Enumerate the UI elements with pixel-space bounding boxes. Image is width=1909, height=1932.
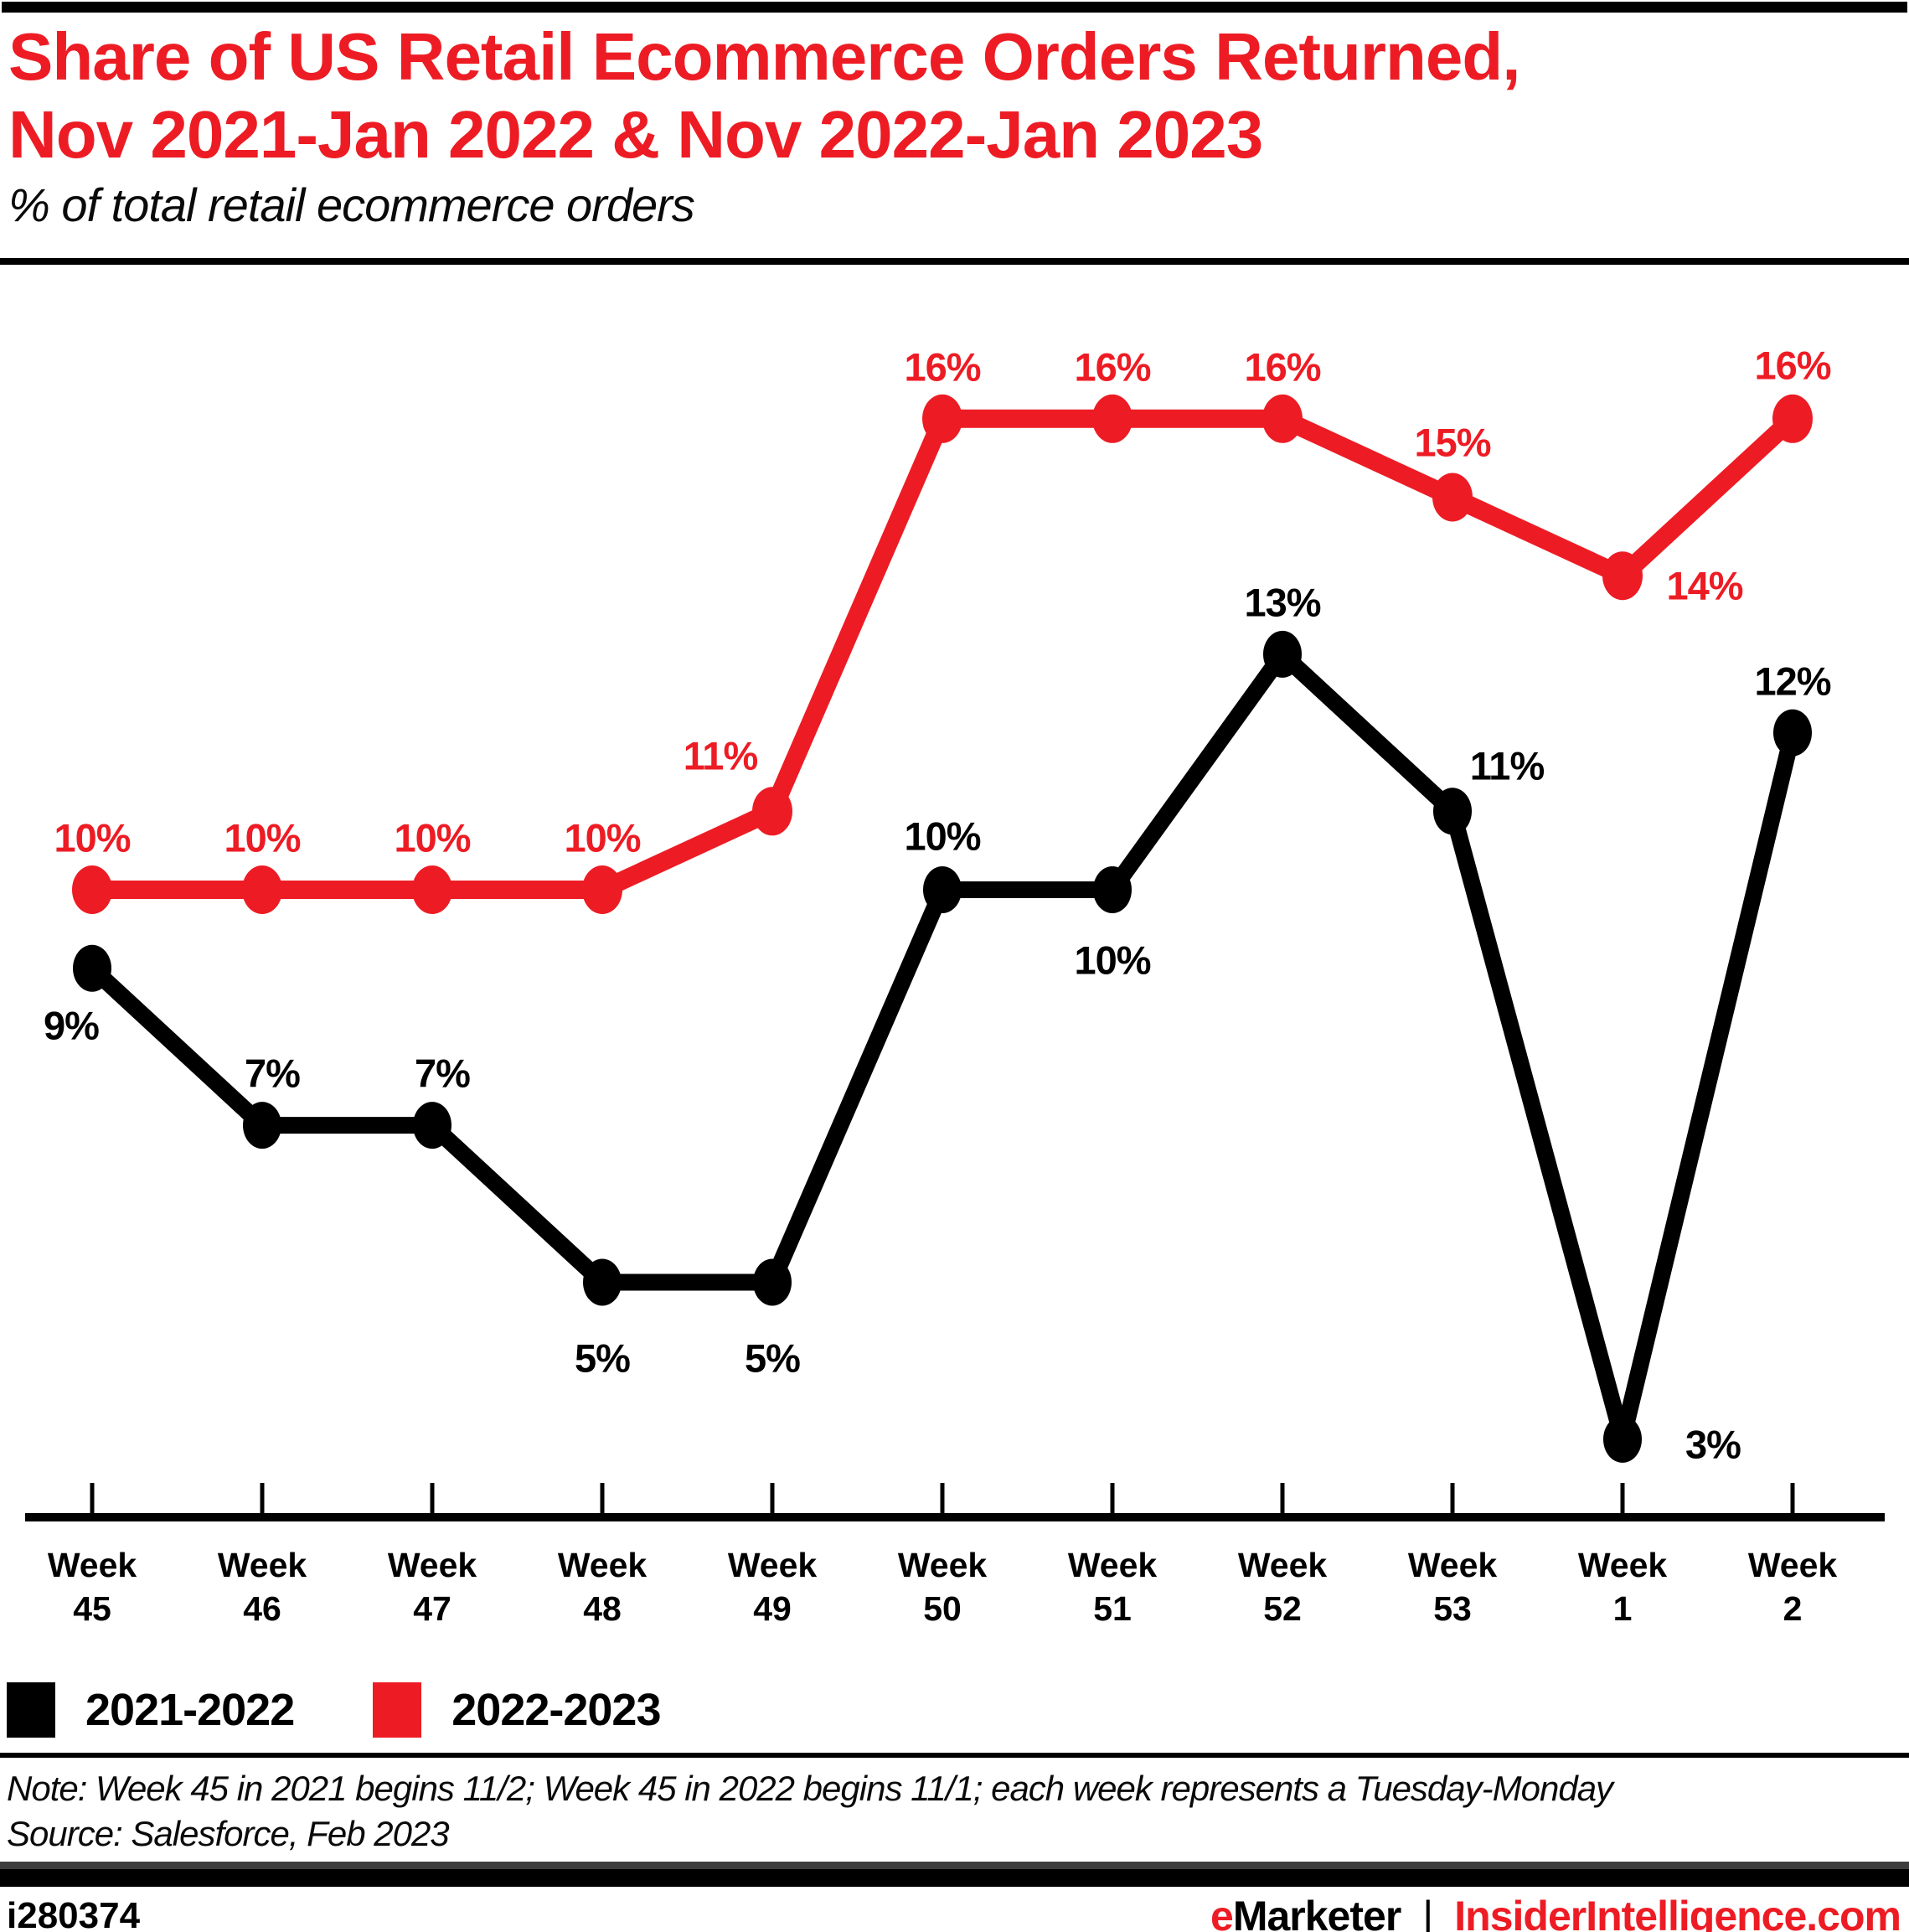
chart-title: Share of US Retail Ecommerce Orders Retu… [8,18,1851,174]
x-axis-label: Week 45 [47,1546,137,1628]
footnote-source-line: Source: Salesforce, Feb 2023 [7,1814,450,1853]
x-axis-label: Week 2 [1747,1546,1838,1628]
x-axis-tick [1280,1483,1285,1513]
x-axis-label: Week 51 [1067,1546,1158,1628]
legend-swatch-red [373,1682,422,1738]
data-label-2022-2023: 14% [1666,563,1743,608]
legend-swatch-black [7,1682,55,1738]
data-label-2021-2022: 9% [44,1003,100,1048]
x-axis-label: Week 53 [1407,1546,1498,1628]
x-axis-tick [260,1483,265,1513]
data-label-2022-2023: 10% [54,815,131,860]
data-point-2021-2022 [413,1102,451,1149]
chart-title-line2: Nov 2021-Jan 2022 & Nov 2022-Jan 2023 [8,96,1263,172]
data-point-2021-2022 [1433,788,1472,835]
data-label-2021-2022: 12% [1754,659,1831,704]
data-point-2022-2023 [1772,394,1813,443]
data-point-2021-2022 [243,1102,281,1149]
data-label-2022-2023: 10% [394,815,471,860]
legend-label-2022-2023: 2022-2023 [451,1685,661,1735]
x-axis-tick [1110,1483,1115,1513]
chart-legend: 2021-2022 2022-2023 [7,1682,715,1738]
legend-label-2021-2022: 2021-2022 [85,1685,295,1735]
data-label-2022-2023: 15% [1414,420,1491,464]
footnote-divider [0,1753,1909,1758]
data-point-2021-2022 [1093,866,1132,913]
chart-subtitle: % of total retail ecommerce orders [8,178,695,231]
brand-site-link: InsiderIntelligence.com [1454,1893,1901,1932]
data-point-2022-2023 [72,865,112,914]
data-point-2021-2022 [1263,630,1302,678]
top-black-bar [2,2,1907,13]
chart-id: i280374 [7,1895,141,1932]
data-point-2022-2023 [1092,394,1133,443]
data-label-2021-2022: 5% [575,1335,631,1380]
data-label-2022-2023: 16% [1244,344,1321,390]
data-point-2021-2022 [1603,1415,1642,1463]
data-label-2022-2023: 10% [564,815,641,860]
x-axis-label: Week 46 [217,1546,307,1628]
data-label-2022-2023: 16% [1754,343,1831,388]
data-point-2022-2023 [1602,551,1643,601]
data-label-2021-2022: 10% [1074,938,1151,983]
data-label-2022-2023: 16% [1074,344,1151,390]
x-axis-tick [940,1483,945,1513]
data-point-2021-2022 [1773,709,1812,757]
data-point-2021-2022 [753,1258,792,1306]
brand-emarketer-e: e [1210,1893,1234,1932]
x-axis-tick [1450,1483,1455,1513]
legend-item-2022-2023: 2022-2023 [373,1682,662,1738]
data-point-2022-2023 [412,865,452,914]
x-axis-line [25,1513,1885,1521]
data-point-2022-2023 [1432,473,1473,522]
brand-separator: | [1422,1893,1433,1932]
footnote-note-line: Note: Week 45 in 2021 begins 11/2; Week … [7,1769,1613,1808]
x-axis-tick [600,1483,605,1513]
x-axis-label: Week 1 [1577,1546,1668,1628]
data-label-2021-2022: 13% [1244,580,1321,625]
data-point-2022-2023 [582,865,622,914]
data-point-2022-2023 [242,865,282,914]
data-label-2021-2022: 5% [745,1335,801,1380]
data-label-2021-2022: 3% [1685,1422,1741,1467]
x-axis-label: Week 52 [1237,1546,1328,1628]
x-axis-tick [1620,1483,1625,1513]
data-label-2022-2023: 11% [683,733,758,778]
x-axis-label: Week 49 [727,1546,818,1628]
x-axis-label: Week 48 [557,1546,648,1628]
data-label-2021-2022: 7% [245,1051,301,1096]
bottom-black-bar [0,1869,1909,1887]
footnote: Note: Week 45 in 2021 begins 11/2; Week … [7,1766,1900,1857]
data-point-2022-2023 [922,394,962,443]
header-divider [0,258,1909,265]
brand-emarketer-rest: Marketer [1232,1893,1401,1932]
bottom-bar-gray-strip [0,1862,1909,1869]
data-label-2021-2022: 11% [1469,743,1545,788]
brand-emarketer: eMarketer [1210,1892,1401,1932]
data-label-2022-2023: 16% [904,344,981,390]
data-label-2021-2022: 7% [415,1051,471,1096]
x-axis-tick [90,1483,95,1513]
brand-footer: eMarketer | InsiderIntelligence.com [1210,1892,1901,1932]
x-axis-tick [430,1483,435,1513]
data-point-2021-2022 [73,944,111,992]
data-point-2021-2022 [583,1258,622,1306]
chart-title-line1: Share of US Retail Ecommerce Orders Retu… [8,19,1520,94]
x-axis-tick [770,1483,775,1513]
data-label-2022-2023: 10% [224,815,301,860]
data-label-2021-2022: 10% [904,814,981,859]
x-axis-label: Week 47 [387,1546,477,1628]
data-point-2022-2023 [1262,394,1303,443]
legend-item-2021-2022: 2021-2022 [7,1682,295,1738]
x-axis-label: Week 50 [897,1546,988,1628]
x-axis-tick [1790,1483,1795,1513]
data-point-2022-2023 [752,787,792,836]
data-point-2021-2022 [923,866,962,913]
